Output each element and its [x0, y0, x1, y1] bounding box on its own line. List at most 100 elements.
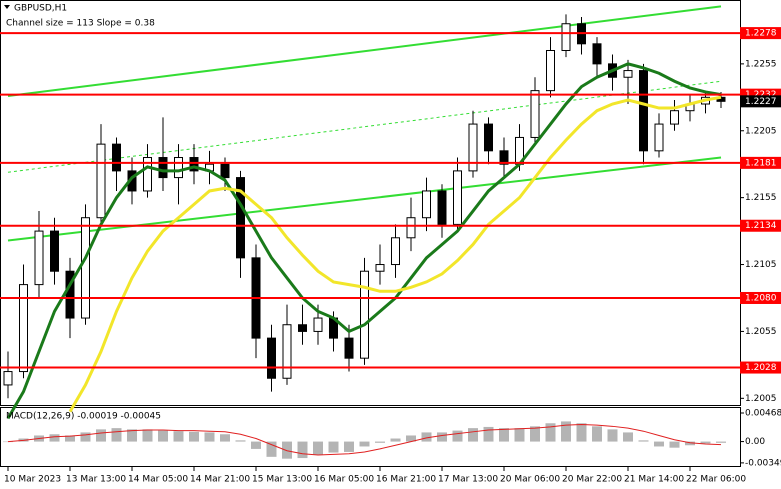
candle-body [670, 110, 679, 125]
candle-body [344, 337, 354, 359]
macd-bar [545, 423, 556, 442]
level-label: 1.2028 [745, 363, 777, 373]
symbol-icon [4, 5, 10, 9]
price-panel [0, 0, 741, 406]
level-label-bg [740, 219, 781, 232]
macd-bar [266, 441, 277, 457]
macd-bar [483, 426, 494, 442]
macd-bar [313, 441, 323, 456]
level-label: 1.2181 [745, 158, 777, 168]
macd-bar [328, 441, 339, 453]
candle-body [546, 49, 555, 92]
y-tick-label: 1.2155 [745, 193, 777, 203]
last-price-bg [740, 95, 781, 108]
level-label: 1.2232 [745, 90, 777, 100]
candle-body [406, 217, 416, 239]
moving-average [68, 95, 722, 413]
level-label: 1.2278 [745, 29, 777, 39]
macd-bar [111, 428, 122, 442]
y-tick-label: -0.00349 [745, 458, 781, 468]
macd-title: MACD(12,26,9) -0.00019 -0.00045 [6, 412, 161, 422]
macd-bar [96, 429, 106, 442]
macd-bar [700, 441, 711, 444]
chart-title: GBPUSD,H1 [14, 4, 67, 14]
macd-bar [282, 441, 292, 459]
y-tick-label: 0.00468 [745, 409, 781, 419]
chart-subtitle: Channel size = 113 Slope = 0.38 [6, 19, 155, 29]
candle-body [19, 284, 28, 373]
candle-body [422, 190, 431, 219]
candle-body [313, 317, 323, 332]
y-tick-label: 0.00 [745, 437, 765, 447]
x-tick-label: 17 Mar 13:00 [438, 475, 498, 485]
y-tick-label: 1.2205 [745, 126, 777, 136]
plot-layer [0, 5, 740, 459]
candle-body [267, 337, 276, 379]
macd-bar [142, 429, 153, 442]
macd-bar [390, 438, 401, 442]
macd-bar [623, 432, 633, 442]
candle-body [112, 143, 121, 172]
macd-bar [685, 441, 695, 446]
macd-bar [251, 441, 261, 449]
macd-bar [297, 441, 308, 459]
macd-bar [468, 428, 478, 442]
candle-body [65, 270, 75, 319]
level-label-bg [740, 361, 781, 374]
macd-bar [421, 432, 432, 442]
level-label-bg [740, 27, 781, 40]
x-tick-label: 20 Mar 06:00 [500, 475, 560, 485]
last-price-label: 1.2227 [745, 97, 777, 107]
macd-bar [592, 426, 602, 442]
x-tick-label: 16 Mar 21:00 [376, 475, 436, 485]
x-tick-label: 14 Mar 21:00 [190, 475, 250, 485]
macd-bar [654, 441, 664, 447]
x-tick-label: 10 Mar 2023 [4, 475, 61, 485]
macd-bar [561, 421, 571, 442]
macd-bar [607, 429, 618, 442]
macd-bar [452, 430, 463, 442]
macd-bar [375, 441, 385, 443]
candle-body [220, 163, 230, 179]
candle-body [592, 43, 602, 65]
candle-body [437, 190, 447, 225]
macd-bar [127, 429, 137, 442]
candle-body [623, 70, 633, 78]
candle-body [143, 157, 152, 192]
candle-body [654, 123, 664, 152]
candle-body [484, 123, 493, 152]
macd-bar [80, 432, 91, 442]
macd-bar [499, 428, 509, 442]
macd-bar [406, 435, 416, 442]
candle-body [391, 237, 400, 266]
level-label-bg [740, 291, 781, 304]
x-tick-label: 16 Mar 05:00 [314, 475, 374, 485]
candle-body [561, 23, 571, 51]
x-tick-label: 22 Mar 06:00 [686, 475, 746, 485]
macd-bar [65, 435, 75, 442]
candle-body [298, 324, 307, 332]
macd-signal [7, 423, 722, 456]
macd-bar [638, 440, 649, 442]
candle-body [174, 157, 183, 179]
candle-body [639, 70, 648, 152]
macd-bar [173, 431, 184, 442]
candle-body [3, 371, 13, 386]
x-tick-label: 14 Mar 05:00 [128, 475, 188, 485]
macd-bar [235, 440, 246, 442]
macd-bar [189, 431, 199, 442]
macd-bar [514, 428, 525, 442]
candle-body [360, 270, 369, 359]
macd-bar [359, 441, 370, 447]
candle-body [189, 157, 199, 172]
candle-body [530, 90, 540, 138]
candle-body [81, 217, 90, 319]
macd-bar [669, 441, 680, 448]
candle-body [375, 264, 385, 272]
candle-body [236, 177, 245, 259]
macd-bar [158, 430, 168, 442]
y-tick-label: 1.2105 [745, 260, 777, 270]
macd-bar [220, 434, 230, 442]
